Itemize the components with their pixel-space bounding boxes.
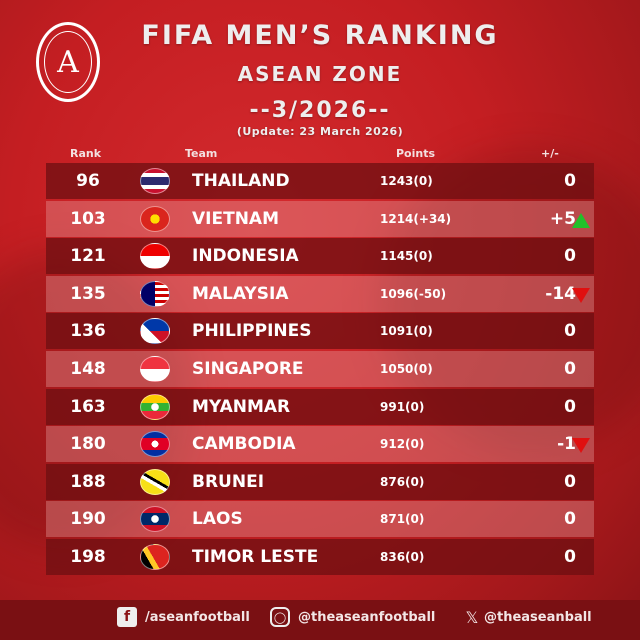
arrow-down-icon bbox=[572, 287, 590, 303]
arrow-down-icon bbox=[572, 438, 590, 454]
points-cell: 871(0) bbox=[380, 512, 425, 527]
rank-cell: 190 bbox=[70, 509, 106, 530]
rank-cell: 135 bbox=[70, 283, 106, 304]
rank-cell: 103 bbox=[70, 208, 106, 229]
team-cell: INDONESIA bbox=[192, 246, 299, 267]
change-cell: -1 bbox=[557, 434, 576, 455]
timor-leste-flag-icon bbox=[140, 544, 170, 570]
column-points: Points bbox=[396, 147, 436, 160]
thailand-flag-icon bbox=[140, 168, 170, 194]
philippines-flag-icon bbox=[140, 318, 170, 345]
myanmar-flag-icon bbox=[140, 393, 170, 420]
page-subtitle: ASEAN ZONE bbox=[237, 62, 403, 86]
points-cell: 1091(0) bbox=[380, 324, 433, 339]
rank-cell: 121 bbox=[70, 246, 106, 267]
column-rank: Rank bbox=[70, 147, 102, 160]
team-cell: SINGAPORE bbox=[192, 359, 304, 379]
footer-bar bbox=[0, 600, 640, 640]
indonesia-flag-icon bbox=[140, 243, 170, 270]
table-row: 190 LAOS 871(0) 0 bbox=[46, 501, 594, 538]
change-cell: 0 bbox=[564, 321, 576, 342]
team-cell: TIMOR LESTE bbox=[192, 547, 319, 567]
singapore-flag-icon bbox=[140, 356, 170, 382]
rank-cell: 188 bbox=[70, 471, 106, 492]
table-row: 198 TIMOR LESTE 836(0) 0 bbox=[46, 539, 594, 575]
change-cell: 0 bbox=[564, 359, 576, 379]
points-cell: 991(0) bbox=[380, 399, 425, 414]
team-cell: MALAYSIA bbox=[192, 283, 289, 304]
team-cell: CAMBODIA bbox=[192, 434, 296, 455]
rank-cell: 180 bbox=[70, 434, 106, 455]
instagram-icon: ◯ bbox=[270, 607, 290, 627]
team-cell: VIETNAM bbox=[192, 208, 279, 229]
rank-cell: 96 bbox=[76, 171, 100, 191]
table-row: 103 VIETNAM 1214(+34) +5 bbox=[46, 200, 594, 237]
table-row: 135 MALAYSIA 1096(-50) -14 bbox=[46, 275, 594, 312]
table-row: 148 SINGAPORE 1050(0) 0 bbox=[46, 351, 594, 387]
change-cell: -14 bbox=[545, 283, 576, 304]
facebook-handle: /aseanfootball bbox=[145, 609, 250, 625]
points-cell: 912(0) bbox=[380, 437, 425, 452]
table-row: 180 CAMBODIA 912(0) -1 bbox=[46, 426, 594, 463]
update-date: (Update: 23 March 2026) bbox=[236, 125, 404, 138]
column-change: +/- bbox=[541, 147, 559, 160]
table-row: 121 INDONESIA 1145(0) 0 bbox=[46, 238, 594, 275]
points-cell: 836(0) bbox=[380, 550, 425, 564]
team-cell: LAOS bbox=[192, 509, 243, 530]
instagram-link[interactable]: ◯ @theaseanfootball bbox=[270, 607, 435, 627]
facebook-icon: f bbox=[117, 607, 137, 627]
change-cell: +5 bbox=[549, 208, 576, 229]
table-row: 188 BRUNEI 876(0) 0 bbox=[46, 463, 594, 500]
table-row: 163 MYANMAR 991(0) 0 bbox=[46, 388, 594, 425]
cambodia-flag-icon bbox=[140, 431, 170, 458]
points-cell: 1050(0) bbox=[380, 362, 433, 376]
change-cell: 0 bbox=[564, 171, 576, 191]
x-handle: @theaseanball bbox=[484, 609, 592, 625]
rank-cell: 148 bbox=[70, 359, 106, 379]
change-cell: 0 bbox=[564, 547, 576, 567]
change-cell: 0 bbox=[564, 471, 576, 492]
x-link[interactable]: 𝕏 @theaseanball bbox=[462, 607, 592, 627]
period: --3/2026-- bbox=[249, 98, 391, 123]
change-cell: 0 bbox=[564, 509, 576, 530]
malaysia-flag-icon bbox=[140, 280, 170, 307]
points-cell: 1243(0) bbox=[380, 174, 433, 188]
points-cell: 876(0) bbox=[380, 474, 425, 489]
team-cell: MYANMAR bbox=[192, 396, 291, 417]
table-row: 136 PHILIPPINES 1091(0) 0 bbox=[46, 313, 594, 350]
laos-flag-icon bbox=[140, 506, 170, 533]
points-cell: 1145(0) bbox=[380, 249, 433, 264]
page-title: FIFA MEN’S RANKING bbox=[141, 20, 499, 51]
column-team: Team bbox=[185, 147, 218, 160]
team-cell: THAILAND bbox=[192, 171, 290, 191]
instagram-handle: @theaseanfootball bbox=[298, 609, 436, 625]
arrow-up-icon bbox=[572, 212, 590, 228]
team-cell: BRUNEI bbox=[192, 471, 265, 492]
rank-cell: 163 bbox=[70, 396, 106, 417]
facebook-link[interactable]: f/aseanfootball bbox=[117, 607, 250, 627]
rank-cell: 136 bbox=[70, 321, 106, 342]
asean-football-logo: A bbox=[36, 22, 100, 102]
points-cell: 1096(-50) bbox=[380, 286, 447, 301]
points-cell: 1214(+34) bbox=[380, 211, 452, 226]
team-cell: PHILIPPINES bbox=[192, 321, 312, 342]
change-cell: 0 bbox=[564, 396, 576, 417]
table-row: 96 THAILAND 1243(0) 0 bbox=[46, 163, 594, 199]
change-cell: 0 bbox=[564, 246, 576, 267]
vietnam-flag-icon bbox=[140, 205, 170, 232]
brunei-flag-icon bbox=[140, 468, 170, 495]
x-icon: 𝕏 bbox=[465, 607, 479, 627]
rank-cell: 198 bbox=[70, 547, 106, 567]
